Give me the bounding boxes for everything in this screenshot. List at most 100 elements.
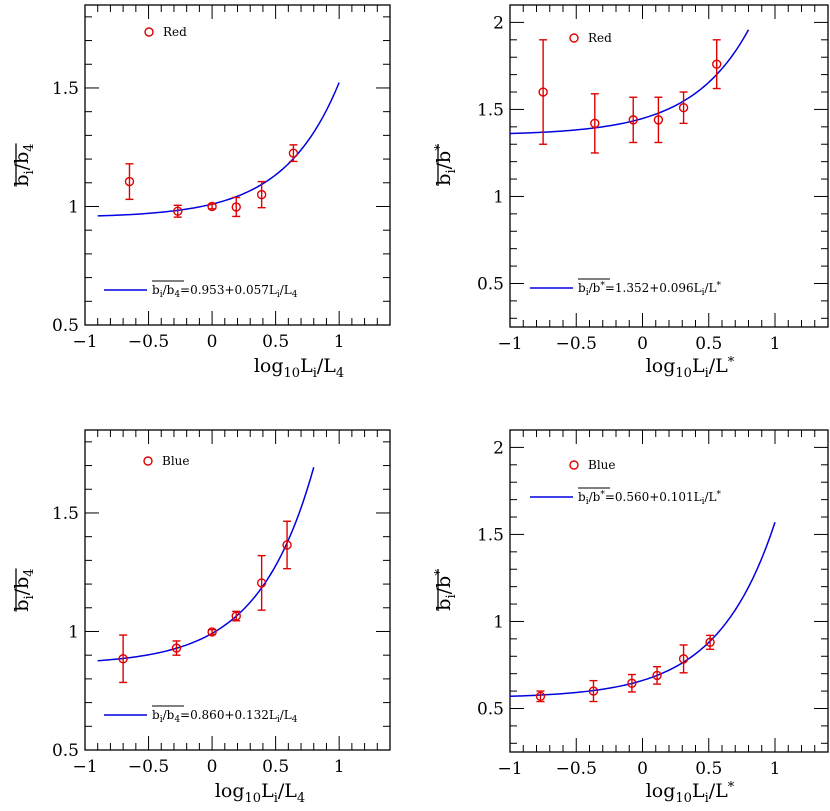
- text-span: 4: [174, 290, 180, 300]
- text-span: 4: [22, 568, 37, 576]
- chart-panel-4: −1 −0.5 0 0.5 10.511.52log10Li/L*bi/b*Bluebi…: [433, 429, 829, 806]
- y-tick-label: 1: [493, 187, 504, 207]
- legend-marker: [569, 460, 579, 470]
- y-tick-label: 1: [68, 622, 79, 642]
- data-point: [288, 148, 299, 158]
- legend-marker: [569, 33, 579, 43]
- fit-line: [97, 467, 315, 662]
- legend-marker: [143, 456, 153, 466]
- text-span: /b: [433, 151, 455, 170]
- x-tick-label: 0: [207, 757, 218, 777]
- text-span: b: [152, 708, 160, 722]
- text-span: L: [261, 780, 274, 802]
- x-tick-label: 1: [770, 759, 781, 779]
- text-span: b: [11, 174, 33, 186]
- data-point: [207, 201, 217, 212]
- text-span: =1.352+0.096: [605, 281, 694, 295]
- text-span: i: [313, 366, 317, 381]
- fit-equation: bi/b4=0.953+0.057Li/L4: [152, 283, 298, 300]
- text-span: =0.860+0.132: [180, 708, 269, 722]
- text-span: /b: [163, 708, 175, 722]
- text-span: b: [578, 490, 586, 504]
- text-span: L: [694, 281, 702, 295]
- fit-equation: bi/b*=1.352+0.096Li/L*: [578, 281, 722, 298]
- text-span: L: [692, 355, 705, 377]
- data-point: [678, 654, 689, 664]
- text-span: i: [22, 170, 37, 174]
- y-axis-label: bi/b4: [11, 568, 37, 611]
- y-tick-label: 1.5: [477, 525, 504, 545]
- x-tick-label: 1: [770, 334, 781, 354]
- text-span: /L: [705, 490, 717, 504]
- text-span: i: [705, 366, 709, 381]
- text-span: *: [717, 490, 722, 500]
- text-span: b: [433, 599, 455, 611]
- fit-equation: bi/b*=0.560+0.101Li/L*: [578, 490, 722, 507]
- text-span: 4: [292, 715, 298, 725]
- data-point: [590, 118, 600, 129]
- text-span: 4: [292, 290, 298, 300]
- text-span: /b: [589, 281, 601, 295]
- legend-label: Red: [588, 31, 612, 45]
- text-span: b: [433, 174, 455, 186]
- text-span: L: [300, 355, 313, 377]
- text-span: i: [277, 715, 280, 725]
- text-span: i: [277, 290, 280, 300]
- data-point: [588, 686, 599, 696]
- text-span: /b: [11, 577, 33, 596]
- y-tick-label: 0.5: [52, 741, 79, 761]
- text-span: 10: [675, 366, 692, 381]
- y-tick-label: 0.5: [477, 699, 504, 719]
- text-span: i: [586, 288, 589, 298]
- data-point: [627, 678, 637, 688]
- text-span: b: [11, 599, 33, 611]
- text-span: log: [215, 780, 245, 802]
- text-span: /b: [589, 490, 601, 504]
- text-span: *: [433, 569, 448, 576]
- text-span: 10: [284, 366, 301, 381]
- text-span: L: [692, 780, 705, 802]
- plot-frame: [509, 429, 829, 753]
- fit-equation: bi/b4=0.860+0.132Li/L4: [152, 708, 298, 725]
- text-span: i: [705, 791, 709, 806]
- text-span: i: [702, 288, 705, 298]
- y-tick-label: 2: [493, 13, 504, 33]
- text-span: =0.560+0.101: [605, 490, 694, 504]
- text-span: L: [269, 708, 277, 722]
- text-span: /L: [317, 355, 336, 377]
- y-tick-label: 2: [493, 438, 504, 458]
- x-tick-label: 0: [207, 332, 218, 352]
- text-span: =0.953+0.057: [180, 283, 269, 297]
- y-tick-label: 1: [68, 197, 79, 217]
- data-point: [231, 202, 241, 212]
- fit-line: [509, 522, 776, 698]
- y-tick-label: 1.5: [52, 79, 79, 99]
- x-axis-label: log10Li/L4: [215, 780, 305, 806]
- data-point: [173, 206, 183, 216]
- text-span: /b: [433, 576, 455, 595]
- data-point: [678, 102, 689, 113]
- x-tick-label: 0.5: [262, 757, 289, 777]
- x-axis-label: log10Li/L4: [254, 355, 344, 381]
- x-tick-label: −1: [497, 759, 522, 779]
- legend-label: Blue: [162, 454, 190, 468]
- x-axis-label: log10Li/L*: [646, 355, 735, 381]
- x-tick-label: −1: [72, 332, 97, 352]
- x-tick-label: −0.5: [128, 332, 169, 352]
- data-point: [712, 59, 722, 69]
- text-span: log: [646, 780, 676, 802]
- plot-frame: [84, 4, 391, 326]
- data-point: [705, 637, 715, 648]
- x-axis-label: log10Li/L*: [646, 780, 735, 806]
- data-point: [535, 691, 546, 702]
- text-span: /b: [163, 283, 175, 297]
- x-tick-label: −0.5: [128, 757, 169, 777]
- data-point: [256, 578, 267, 588]
- text-span: L: [694, 490, 702, 504]
- data-point: [628, 115, 638, 125]
- data-point: [652, 670, 662, 681]
- y-tick-label: 1: [493, 612, 504, 632]
- text-span: /L: [709, 355, 728, 377]
- legend-marker: [144, 27, 154, 37]
